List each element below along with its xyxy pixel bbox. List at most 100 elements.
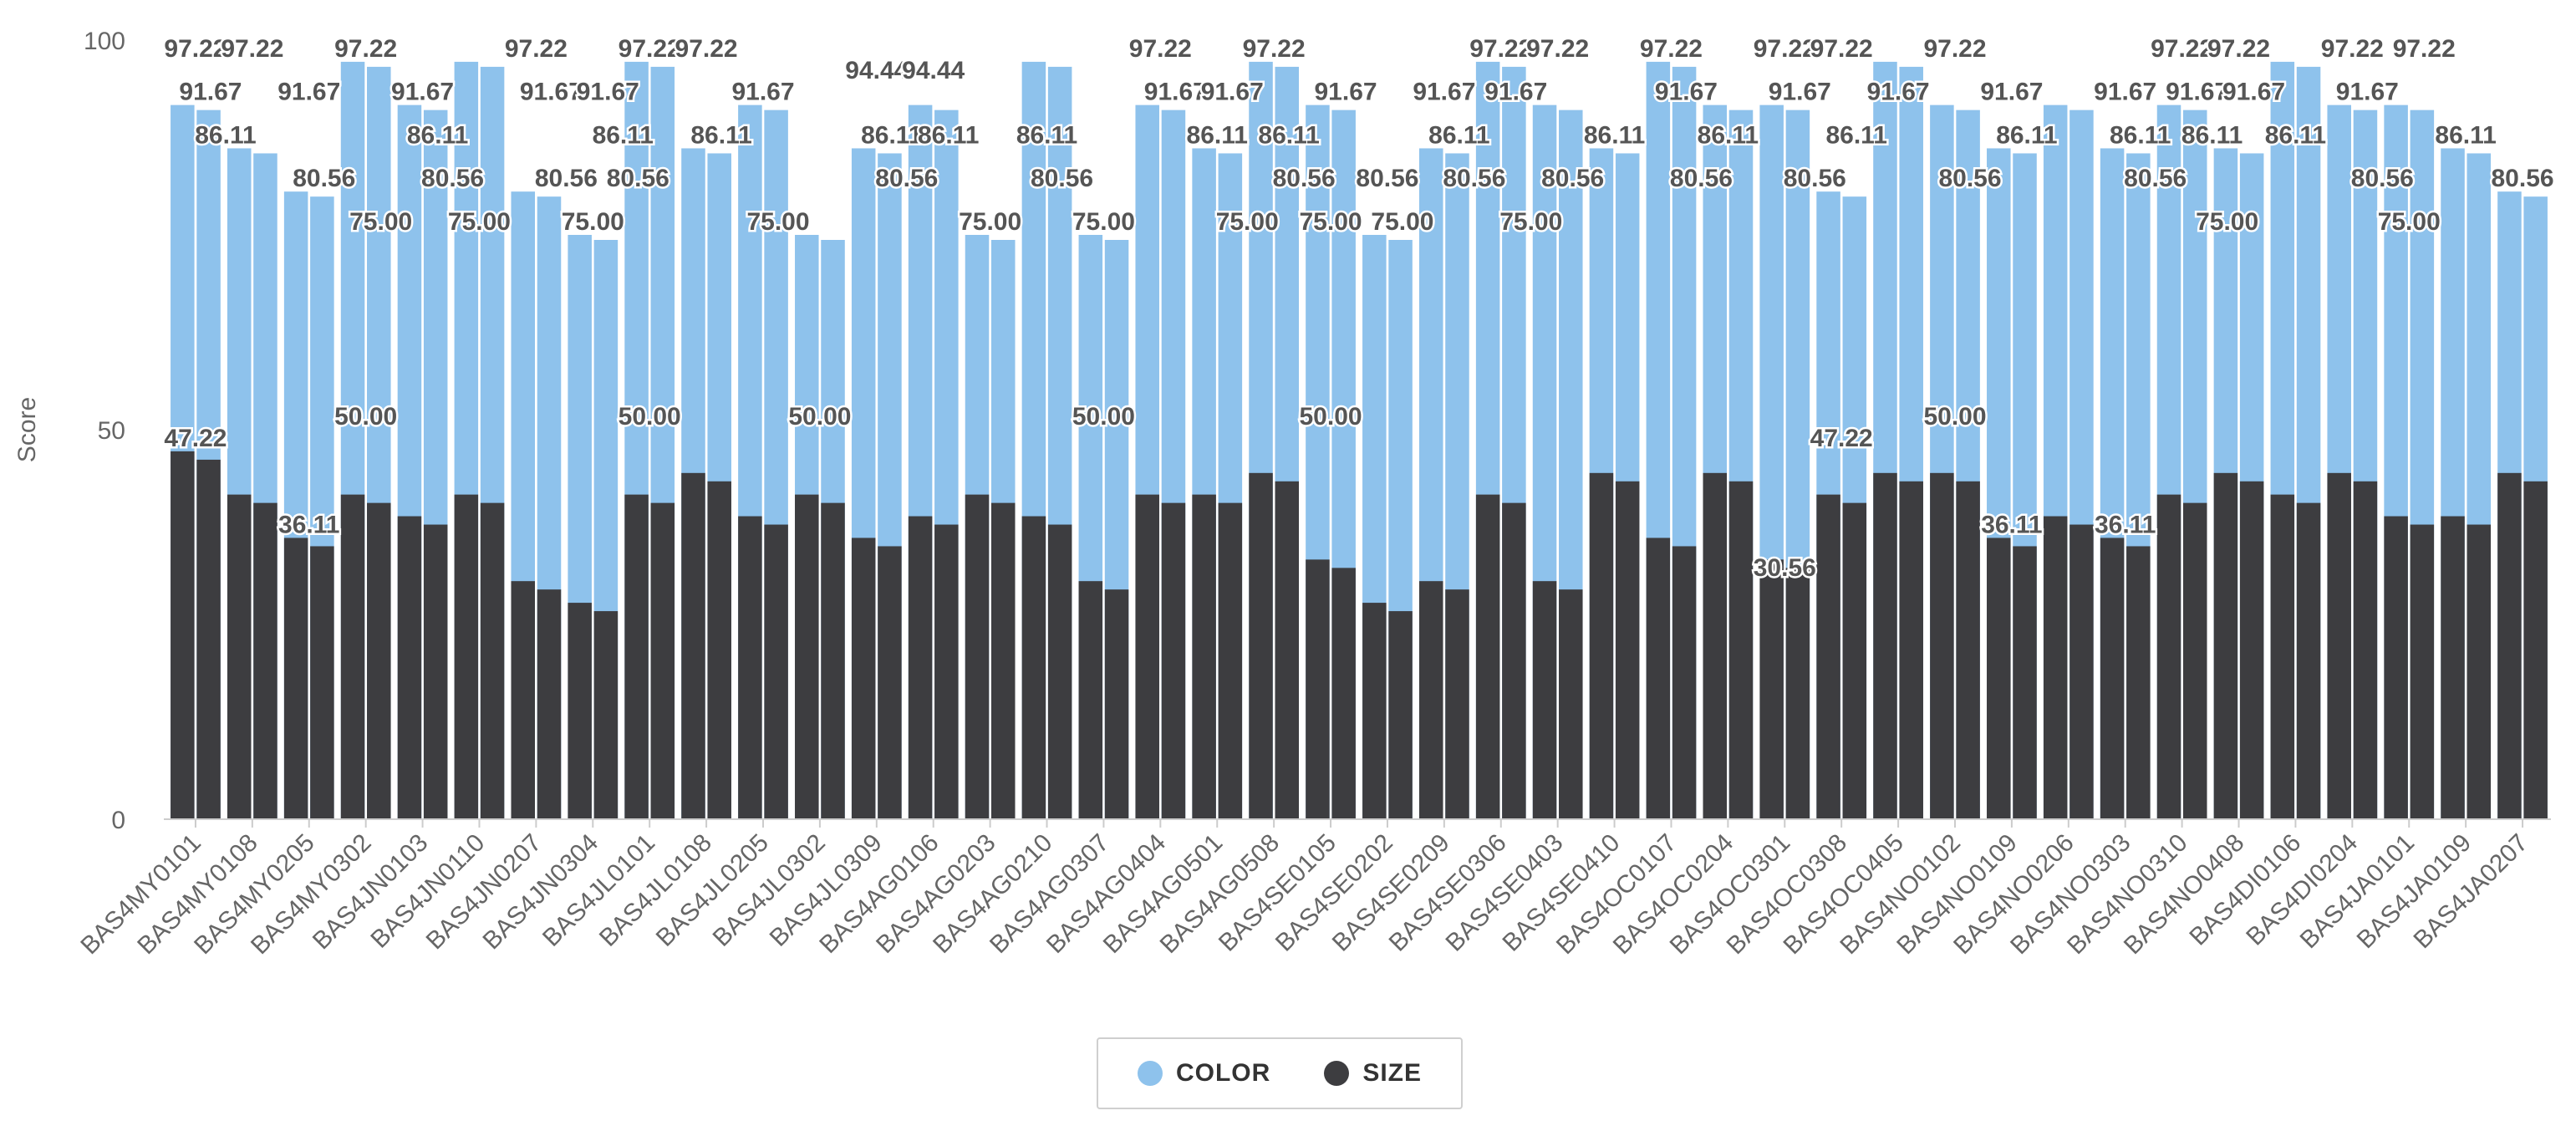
bar-size-secondary[interactable]	[367, 502, 391, 819]
bar-size-secondary[interactable]	[1218, 502, 1243, 819]
bar-size[interactable]	[1418, 581, 1443, 819]
bar-size-secondary[interactable]	[2523, 481, 2548, 819]
bar-size[interactable]	[2327, 472, 2351, 819]
bar-size-secondary[interactable]	[253, 502, 277, 819]
data-label-size: 36.11	[2095, 511, 2156, 538]
bar-size[interactable]	[2043, 516, 2068, 819]
data-label-color: 97.22	[2393, 35, 2456, 63]
bar-size-secondary[interactable]	[2467, 524, 2492, 819]
bar-size-secondary[interactable]	[2410, 524, 2435, 819]
bar-size-secondary[interactable]	[310, 546, 334, 819]
bar-size[interactable]	[2100, 538, 2125, 819]
bar-size[interactable]	[2497, 472, 2522, 819]
bar-size[interactable]	[283, 538, 308, 819]
bar-size-secondary[interactable]	[537, 589, 562, 819]
data-label-color: 75.00	[1300, 208, 1362, 236]
bar-size[interactable]	[1306, 559, 1330, 819]
bar-size[interactable]	[1646, 538, 1671, 819]
bar-size[interactable]	[681, 472, 705, 819]
bar-size-secondary[interactable]	[480, 502, 505, 819]
data-label-color: 86.11	[2181, 121, 2243, 149]
bar-size-secondary[interactable]	[2353, 481, 2378, 819]
bar-size-secondary[interactable]	[1502, 502, 1526, 819]
bar-size-secondary[interactable]	[1388, 611, 1413, 819]
legend-color-swatch	[1137, 1061, 1163, 1086]
data-label-color: 97.22	[2207, 35, 2270, 63]
bar-size[interactable]	[1759, 559, 1784, 819]
bar-size[interactable]	[1816, 494, 1840, 819]
bar-size[interactable]	[1135, 494, 1159, 819]
bar-size-secondary[interactable]	[878, 546, 902, 819]
bar-size[interactable]	[795, 494, 819, 819]
bar-size-secondary[interactable]	[1956, 481, 1980, 819]
bar-size-secondary[interactable]	[1728, 481, 1754, 819]
data-label-color: 86.11	[1825, 121, 1886, 149]
bar-size[interactable]	[851, 538, 876, 819]
bar-size-secondary[interactable]	[1785, 568, 1810, 819]
bar-size[interactable]	[1873, 472, 1897, 819]
bar-size-secondary[interactable]	[707, 481, 731, 819]
bar-size-secondary[interactable]	[1161, 502, 1186, 819]
bar-size[interactable]	[171, 451, 195, 819]
bar-size[interactable]	[738, 516, 762, 819]
bar-size[interactable]	[624, 494, 649, 819]
legend-item-size[interactable]: SIZE	[1324, 1059, 1422, 1088]
bar-size-secondary[interactable]	[1559, 589, 1583, 819]
bar-size-secondary[interactable]	[764, 524, 788, 819]
bar-size[interactable]	[908, 516, 933, 819]
bar-size[interactable]	[1589, 472, 1614, 819]
bar-size-secondary[interactable]	[2126, 546, 2151, 819]
bar-size[interactable]	[340, 494, 365, 819]
bar-size-secondary[interactable]	[1104, 589, 1129, 819]
bar-size-secondary[interactable]	[990, 502, 1016, 819]
bar-size-secondary[interactable]	[196, 459, 221, 819]
bar-size[interactable]	[1930, 472, 1954, 819]
bar-size-secondary[interactable]	[1842, 502, 1867, 819]
bar-size[interactable]	[2156, 494, 2181, 819]
bar-size[interactable]	[1021, 516, 1046, 819]
bar-size[interactable]	[1532, 581, 1557, 819]
bar-size-secondary[interactable]	[934, 524, 959, 819]
bar-size-secondary[interactable]	[1672, 546, 1697, 819]
bar-size[interactable]	[1475, 494, 1500, 819]
bar-size-secondary[interactable]	[1275, 481, 1300, 819]
bar-size[interactable]	[397, 516, 422, 819]
bar-size-secondary[interactable]	[1445, 589, 1469, 819]
bar-size[interactable]	[1192, 494, 1216, 819]
bar-size[interactable]	[1249, 472, 1273, 819]
bar-size[interactable]	[227, 494, 252, 819]
data-label-color: 80.56	[607, 165, 669, 192]
y-tick-label: 0	[111, 807, 125, 834]
bar-size-secondary[interactable]	[1615, 481, 1640, 819]
data-label-color: 86.11	[2265, 121, 2326, 149]
bar-size[interactable]	[1078, 581, 1103, 819]
bar-size[interactable]	[454, 494, 479, 819]
bar-size[interactable]	[511, 581, 536, 819]
bar-size[interactable]	[1362, 603, 1387, 819]
bar-size-secondary[interactable]	[423, 524, 448, 819]
bar-size-secondary[interactable]	[821, 502, 845, 819]
bar-size[interactable]	[1703, 472, 1728, 819]
data-label-color: 97.22	[334, 35, 397, 63]
bar-size[interactable]	[2441, 516, 2465, 819]
bar-size-secondary[interactable]	[2013, 546, 2037, 819]
bar-size[interactable]	[2213, 472, 2238, 819]
bar-size-secondary[interactable]	[2296, 502, 2321, 819]
bar-size-secondary[interactable]	[593, 611, 619, 819]
bar-size-secondary[interactable]	[2182, 502, 2207, 819]
bar-size-secondary[interactable]	[1899, 481, 1923, 819]
bar-size-secondary[interactable]	[2239, 481, 2264, 819]
bar-size-secondary[interactable]	[1047, 524, 1072, 819]
legend-item-color[interactable]: COLOR	[1137, 1059, 1270, 1088]
bar-size[interactable]	[965, 494, 990, 819]
data-label-color: 80.56	[1938, 165, 2001, 192]
bar-size-secondary[interactable]	[650, 502, 675, 819]
bar-size[interactable]	[568, 603, 592, 819]
data-label-color: 86.11	[2110, 121, 2171, 149]
bar-size-secondary[interactable]	[1331, 568, 1356, 819]
bar-size[interactable]	[2384, 516, 2408, 819]
bar-size-secondary[interactable]	[2069, 524, 2094, 819]
bar-size[interactable]	[2270, 494, 2295, 819]
bar-size[interactable]	[1987, 538, 2011, 819]
